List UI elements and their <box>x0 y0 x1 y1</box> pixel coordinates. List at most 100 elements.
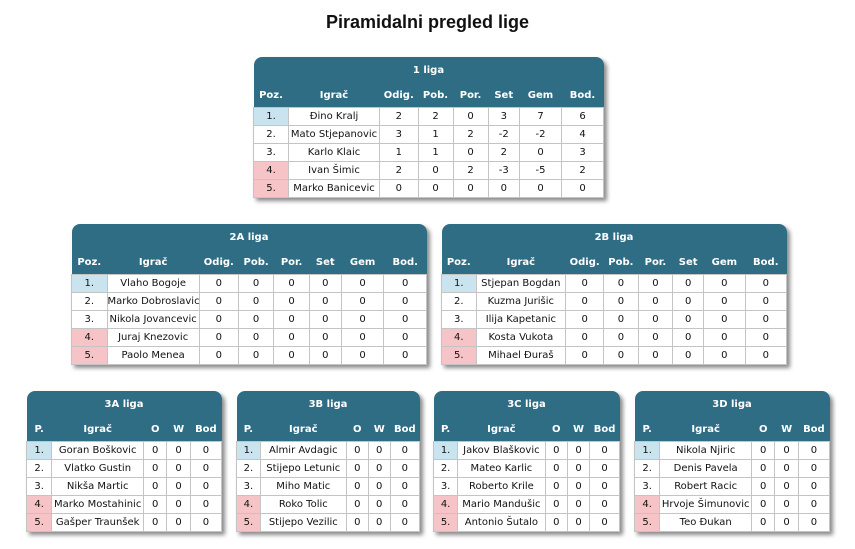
column-header: Poz. <box>441 250 476 275</box>
stat-cell: 0 <box>750 477 776 496</box>
stat-cell: 0 <box>345 441 369 460</box>
table-row: 3. Ilija Kapetanic 0 0 0 0 0 0 <box>441 310 788 329</box>
column-header: Bod <box>589 417 620 442</box>
column-header: Igrač <box>476 250 566 275</box>
stat-cell: 0 <box>383 292 427 311</box>
player-cell: Nikola Njiric <box>659 441 752 460</box>
header-row: P. Igrač O W Bod <box>26 417 222 442</box>
header-row: Poz. Igrač Odig. Pob. Por. Set Gem Bod. <box>441 250 787 275</box>
stat-cell: 2 <box>452 161 489 180</box>
stat-cell: 0 <box>198 292 239 311</box>
stat-cell: 0 <box>367 495 391 514</box>
stat-cell: 0 <box>703 328 746 347</box>
player-cell: Mato Stjepanovic <box>288 125 380 144</box>
player-cell: Nikša Martic <box>51 477 144 496</box>
player-cell: Hrvoje Šimunovic <box>659 495 752 514</box>
column-header: Odig. <box>379 83 418 108</box>
player-cell: Ilija Kapetanic <box>475 310 567 329</box>
column-header: Bod. <box>561 83 604 108</box>
stat-cell: 0 <box>237 310 275 329</box>
column-header: Poz. <box>253 83 289 108</box>
league-title-row: 3A liga <box>26 391 222 417</box>
stat-cell: 0 <box>603 292 639 311</box>
table-row: 5. Gašper Traunšek 0 0 0 <box>25 513 223 532</box>
stat-cell: 0 <box>308 346 342 365</box>
column-header: W <box>166 417 191 442</box>
stat-cell: 0 <box>603 310 639 329</box>
stat-cell: 0 <box>452 143 489 162</box>
column-header: Set <box>309 250 342 275</box>
stat-cell: 0 <box>340 310 385 329</box>
stat-cell: 0 <box>637 310 674 329</box>
stat-cell: 0 <box>166 459 191 478</box>
column-header: Bod <box>190 417 222 442</box>
table: 3B liga P. Igrač O W Bod 1. Almir Avdagic 0 0 0 2. S… <box>236 391 421 532</box>
column-header: O <box>346 417 369 442</box>
header-row: Poz. Igrač Odig. Pob. Por. Set Gem Bod. <box>71 250 427 275</box>
stat-cell: 0 <box>273 292 310 311</box>
position-cell: 5. <box>71 346 108 365</box>
stat-cell: -2 <box>487 125 520 144</box>
column-header: Bod. <box>383 250 427 275</box>
table-row: 1. Jakov Blaškovic 0 0 0 <box>432 441 620 460</box>
position-cell: 5. <box>25 513 53 532</box>
stat-cell: 6 <box>561 107 604 126</box>
stat-cell: 0 <box>565 346 605 365</box>
stat-cell: 0 <box>383 328 427 347</box>
position-cell: 1. <box>441 274 477 293</box>
table: 3A liga P. Igrač O W Bod 1. Goran Boškovic 0 0 0 2.… <box>25 391 223 532</box>
column-header: Bod <box>390 417 420 442</box>
stat-cell: 0 <box>565 274 605 293</box>
stat-cell: 0 <box>744 346 788 365</box>
column-header: Gem <box>341 250 384 275</box>
player-cell: Vlatko Gustin <box>51 459 144 478</box>
table-row: 5. Mihael Đuraš 0 0 0 0 0 0 <box>441 346 788 365</box>
stat-cell: 0 <box>774 495 799 514</box>
table-row: 4. Juraj Knezovic 0 0 0 0 0 0 <box>71 328 427 347</box>
player-cell: Roko Tolic <box>259 495 347 514</box>
column-header: Bod <box>798 417 830 442</box>
stat-cell: 0 <box>340 274 385 293</box>
column-header: Gem <box>703 250 746 275</box>
stat-cell: 0 <box>589 513 620 532</box>
table-row: 4. Mario Mandušic 0 0 0 <box>432 495 620 514</box>
stat-cell: 0 <box>637 328 674 347</box>
stat-cell: 0 <box>744 328 788 347</box>
stat-cell: 0 <box>774 441 799 460</box>
stat-cell: 0 <box>198 346 239 365</box>
stat-cell: 0 <box>273 346 310 365</box>
stat-cell: 0 <box>703 292 746 311</box>
stat-cell: 4 <box>561 125 604 144</box>
column-header: Bod. <box>745 250 787 275</box>
header-row: Poz. Igrač Odig. Pob. Por. Set Gem Bod. <box>253 83 604 108</box>
stat-cell: 0 <box>744 274 788 293</box>
stat-cell: 0 <box>417 179 454 198</box>
stat-cell: 0 <box>603 328 639 347</box>
stat-cell: 2 <box>452 125 489 144</box>
column-header: P. <box>236 417 261 442</box>
player-cell: Jakov Blaškovic <box>457 441 546 460</box>
stat-cell: 0 <box>308 310 342 329</box>
league-name: 3A liga <box>26 391 222 417</box>
stat-cell: 0 <box>367 459 391 478</box>
league-table: 1 liga Poz. Igrač Odig. Pob. Por. Set Gem Bod. 1.… <box>253 57 604 198</box>
table-row: 3. Roberto Krile 0 0 0 <box>432 477 620 496</box>
table-row: 1. Đino Kralj 2 2 0 3 7 6 <box>253 107 604 126</box>
stat-cell: 1 <box>417 143 454 162</box>
stat-cell: 0 <box>750 459 776 478</box>
stat-cell: 0 <box>273 328 310 347</box>
stat-cell: 2 <box>379 107 419 126</box>
league-title-row: 2A liga <box>71 224 427 250</box>
stat-cell: 0 <box>189 459 223 478</box>
position-cell: 1. <box>432 441 459 460</box>
stat-cell: 0 <box>273 310 310 329</box>
stat-cell: 0 <box>566 441 591 460</box>
stat-cell: 0 <box>565 292 605 311</box>
stat-cell: 0 <box>672 310 705 329</box>
player-cell: Marko Mostahinic <box>51 495 144 514</box>
position-cell: 3. <box>71 310 108 329</box>
stat-cell: 0 <box>637 346 674 365</box>
stat-cell: 0 <box>566 513 591 532</box>
stat-cell: 0 <box>308 292 342 311</box>
table-row: 3. Karlo Klaic 1 1 0 2 0 3 <box>253 143 604 162</box>
